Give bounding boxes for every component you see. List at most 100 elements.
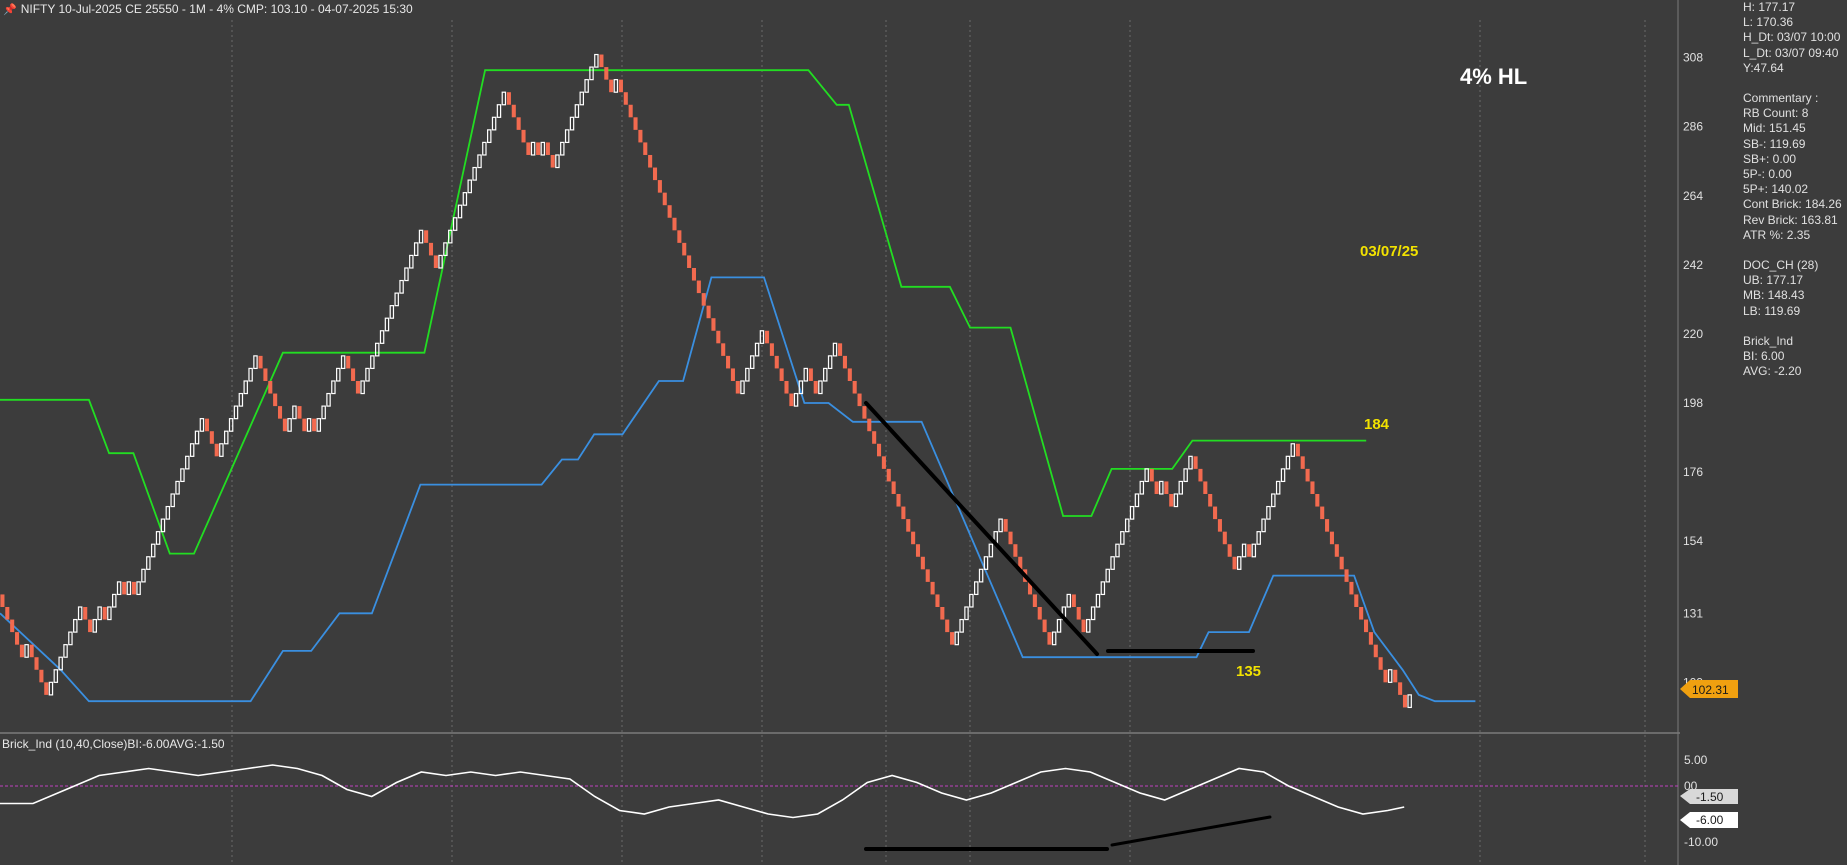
price-tick: 131: [1683, 606, 1703, 620]
indicator-tick: -10.00: [1684, 835, 1718, 849]
up-brick: [77, 606, 83, 621]
up-brick: [185, 455, 190, 470]
up-brick: [1134, 493, 1140, 508]
price-tick: 242: [1683, 258, 1703, 272]
down-brick: [1383, 669, 1388, 683]
up-brick: [540, 141, 546, 156]
up-brick: [1095, 593, 1101, 608]
up-brick: [316, 418, 322, 432]
info-line: Mid: 151.45: [1743, 121, 1806, 136]
down-brick: [911, 531, 916, 545]
down-brick: [1169, 493, 1174, 507]
up-brick: [555, 154, 560, 169]
info-line: L: 170.36: [1743, 15, 1794, 30]
down-brick: [764, 330, 770, 344]
down-brick: [29, 644, 34, 658]
info-group-commentary: Commentary : RB Count: 8 Mid: 151.45 SB-: 1…: [1743, 91, 1847, 243]
up-brick: [155, 531, 161, 545]
down-brick: [1402, 694, 1408, 708]
down-brick: [1305, 468, 1310, 482]
up-brick: [832, 342, 838, 357]
bands: [0, 69, 1476, 703]
up-brick: [954, 631, 959, 646]
up-brick: [97, 606, 102, 621]
down-brick: [1003, 519, 1008, 532]
up-brick: [594, 53, 599, 68]
up-brick: [253, 355, 258, 370]
down-brick: [901, 506, 906, 520]
up-brick: [530, 141, 536, 156]
down-brick: [609, 79, 614, 93]
down-brick: [662, 192, 667, 206]
down-brick: [88, 619, 93, 633]
price-tick: 198: [1683, 396, 1703, 410]
down-brick: [735, 380, 740, 394]
info-panel: H: 177.17 L: 170.36 H_Dt: 03/07 10:00 L_Dt:…: [1743, 0, 1847, 865]
up-brick: [73, 618, 78, 633]
down-brick: [945, 619, 950, 633]
up-brick: [243, 380, 248, 395]
info-line: Commentary :: [1743, 91, 1819, 106]
down-brick: [950, 632, 955, 645]
up-brick: [1290, 443, 1296, 457]
down-brick: [1295, 443, 1300, 457]
up-brick: [969, 593, 974, 608]
up-brick: [394, 292, 399, 307]
down-brick: [726, 355, 731, 369]
up-brick: [959, 618, 964, 633]
down-brick: [784, 380, 789, 394]
up-brick: [189, 443, 195, 457]
up-brick: [107, 606, 112, 621]
down-brick: [0, 594, 5, 607]
down-brick: [545, 142, 550, 155]
down-brick: [906, 519, 911, 532]
up-brick: [409, 254, 414, 269]
chart-title: NIFTY 10-Jul-2025 CE 25550 - 1M - 4% CMP…: [20, 2, 413, 16]
indicator-tick: 5.00: [1684, 753, 1708, 767]
down-brick: [506, 92, 511, 105]
down-brick: [1164, 481, 1169, 494]
up-brick: [501, 91, 507, 106]
down-brick: [696, 280, 701, 294]
up-brick: [759, 330, 765, 344]
down-brick: [1378, 657, 1383, 670]
down-brick: [1154, 481, 1159, 494]
down-brick: [852, 380, 857, 394]
down-brick: [1300, 456, 1305, 469]
avg-tag: -1.50: [1680, 789, 1738, 804]
down-brick: [774, 355, 779, 369]
down-brick: [667, 205, 672, 218]
down-brick: [1373, 644, 1378, 658]
down-brick: [657, 180, 662, 193]
down-brick: [652, 167, 658, 181]
down-brick: [433, 255, 438, 268]
low-annotation: 135: [1236, 663, 1261, 680]
down-brick: [1076, 606, 1081, 620]
down-brick: [102, 606, 107, 620]
up-brick: [1387, 669, 1393, 683]
down-brick: [920, 556, 925, 570]
up-brick: [1280, 468, 1286, 483]
down-brick: [1047, 632, 1052, 645]
up-brick: [998, 518, 1003, 533]
info-group-donchian: DOC_CH (28) UB: 177.17 MB: 148.43 LB: 119.6…: [1743, 258, 1847, 319]
down-brick: [1008, 531, 1013, 545]
down-brick: [214, 443, 219, 457]
renko-chart[interactable]: 4% HL 03/07/25 184 135 308 286 264 242 220 19…: [0, 0, 1743, 865]
up-brick: [389, 305, 395, 319]
info-line: LB: 119.69: [1743, 303, 1801, 318]
up-brick: [1266, 505, 1271, 520]
up-brick: [1261, 518, 1266, 533]
pin-icon[interactable]: 📌: [3, 3, 17, 16]
up-brick: [452, 217, 458, 231]
up-brick: [1066, 593, 1072, 608]
down-brick: [1227, 544, 1232, 557]
down-brick: [1232, 556, 1237, 570]
down-brick: [1203, 481, 1208, 494]
up-brick: [754, 342, 760, 357]
up-brick: [379, 330, 385, 344]
down-brick: [39, 669, 44, 683]
up-brick: [818, 380, 823, 395]
up-brick: [803, 367, 809, 382]
down-brick: [19, 644, 24, 658]
